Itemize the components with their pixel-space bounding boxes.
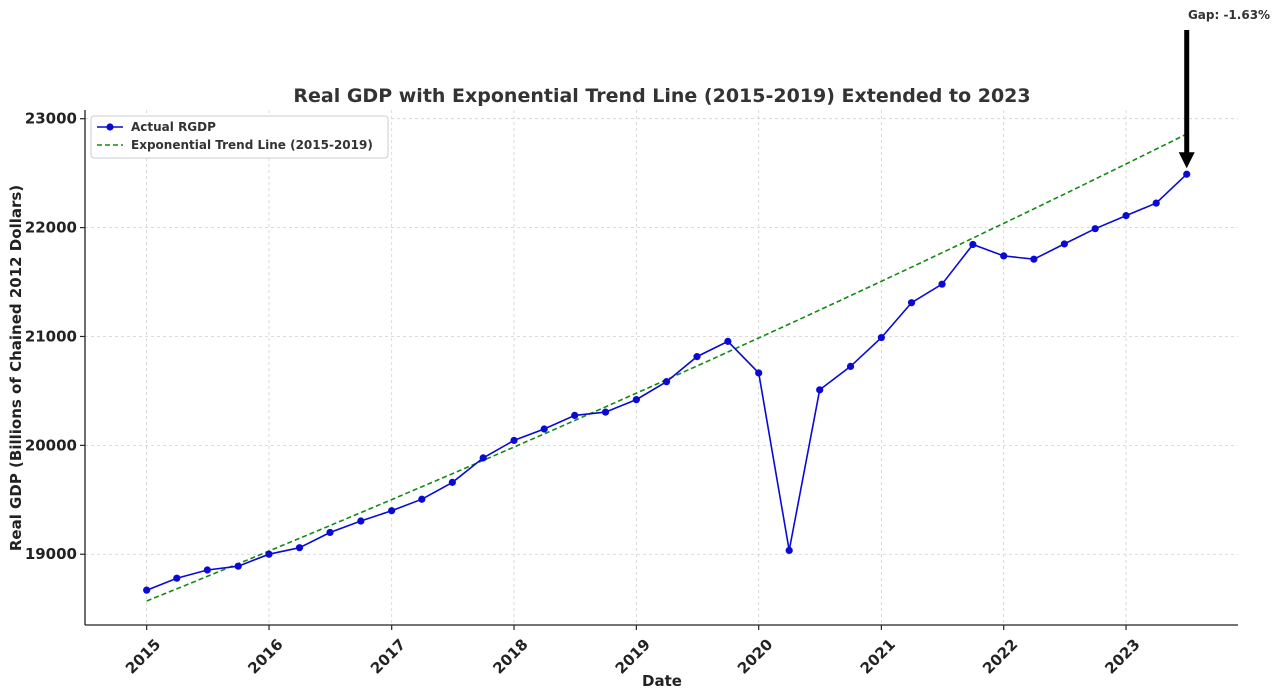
actual-rgdp-point <box>203 566 211 574</box>
actual-rgdp-point <box>448 478 456 486</box>
actual-rgdp-point <box>571 411 579 420</box>
legend[interactable]: Actual RGDP Exponential Trend Line (2015… <box>90 115 389 159</box>
y-tick-label-19000: 19000 <box>25 545 77 563</box>
actual-rgdp-point <box>1152 199 1160 207</box>
actual-rgdp-point <box>234 562 242 570</box>
trend-line <box>146 133 1188 602</box>
actual-rgdp-point <box>1183 170 1191 178</box>
actual-rgdp-point <box>601 408 610 416</box>
actual-rgdp-point <box>785 546 793 555</box>
x-axis-label: Date <box>642 672 682 690</box>
actual-rgdp-point <box>295 544 304 552</box>
actual-rgdp-point <box>1091 225 1099 233</box>
actual-rgdp-point <box>662 378 671 386</box>
actual-rgdp-point <box>1122 212 1130 220</box>
axes <box>84 110 1238 626</box>
x-tick-label-2017: 2017 <box>367 635 409 677</box>
grid-lines <box>85 110 1238 625</box>
x-tick-label-2022: 2022 <box>979 635 1021 677</box>
legend-box <box>90 115 389 159</box>
x-tick-label-2023: 2023 <box>1101 635 1143 677</box>
actual-rgdp-point <box>1060 240 1068 248</box>
actual-rgdp-point <box>326 528 334 537</box>
actual-rgdp-point <box>632 396 640 404</box>
actual-rgdp-point <box>357 517 365 525</box>
chart-title: Real GDP with Exponential Trend Line (20… <box>293 85 1030 107</box>
x-tick-label-2018: 2018 <box>489 635 531 677</box>
x-tick-label-2021: 2021 <box>857 635 899 677</box>
y-tick-label-22000: 22000 <box>25 219 77 237</box>
series-layer <box>143 133 1191 602</box>
actual-rgdp-point <box>846 362 855 371</box>
y-tick-label-20000: 20000 <box>25 436 77 454</box>
actual-rgdp-point <box>1030 255 1038 263</box>
actual-rgdp-point <box>265 550 273 558</box>
actual-rgdp-point <box>969 240 977 249</box>
legend-label-actual-rgdp: Actual RGDP <box>131 120 216 134</box>
actual-rgdp-point <box>510 436 518 445</box>
actual-rgdp-point <box>418 495 426 503</box>
gap-annotation: Gap: -1.63% <box>1178 8 1270 169</box>
actual-rgdp-point <box>755 369 763 377</box>
gap-arrow-head <box>1178 152 1195 169</box>
x-tick-label-2016: 2016 <box>244 635 286 677</box>
actual-rgdp-point <box>540 425 548 433</box>
actual-rgdp-point <box>907 299 916 307</box>
actual-rgdp-point <box>143 586 151 594</box>
actual-rgdp-point <box>479 454 487 462</box>
actual-rgdp-point <box>173 574 181 582</box>
legend-label-trend-line: Exponential Trend Line (2015-2019) <box>131 138 373 152</box>
actual-rgdp-point <box>724 337 732 345</box>
actual-rgdp-point <box>1000 252 1008 260</box>
actual-rgdp-point <box>388 507 396 515</box>
x-tick-label-2020: 2020 <box>734 635 776 677</box>
y-tick-label-21000: 21000 <box>25 327 77 345</box>
y-tick-label-23000: 23000 <box>25 110 77 128</box>
actual-rgdp-point <box>693 353 701 361</box>
x-tick-label-2015: 2015 <box>122 635 164 677</box>
gap-annotation-text: Gap: -1.63% <box>1188 8 1270 22</box>
legend-marker-actual-rgdp <box>106 123 114 131</box>
actual-rgdp-point <box>938 280 946 288</box>
actual-rgdp-point <box>877 333 885 342</box>
y-axis-label: Real GDP (Billions of Chained 2012 Dolla… <box>7 185 25 551</box>
actual-rgdp-point <box>816 386 824 394</box>
tick-labels: 19000 20000 21000 22000 23000 2015 2016 2017 201… <box>25 110 1144 678</box>
